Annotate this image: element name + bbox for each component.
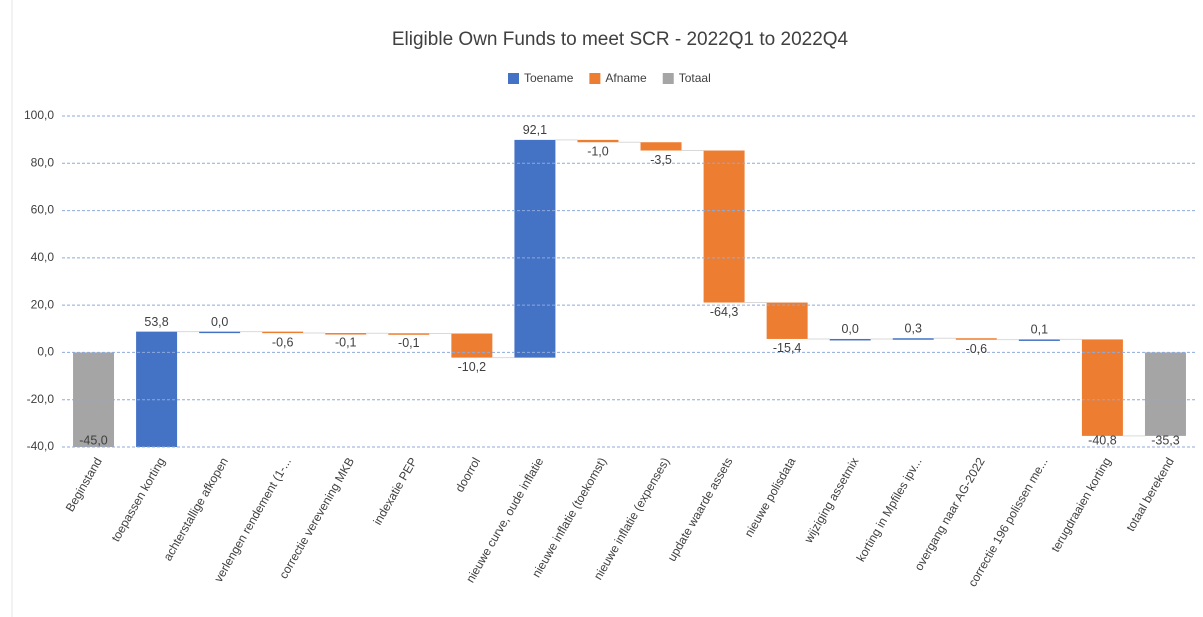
x-tick-label: doorrol <box>452 455 483 494</box>
data-label: 0,3 <box>905 322 922 336</box>
y-tick-label: 0,0 <box>37 345 54 359</box>
bar <box>703 150 745 303</box>
bar <box>262 331 304 334</box>
legend-swatch <box>589 73 601 84</box>
x-tick-label: indexatie PEP <box>370 455 420 527</box>
y-tick-label: 100,0 <box>24 108 54 122</box>
bar <box>136 331 178 447</box>
bar <box>955 338 997 340</box>
data-label: -1,0 <box>587 145 609 159</box>
y-tick-label: -20,0 <box>27 392 55 406</box>
legend-swatch <box>662 73 674 84</box>
data-label: -0,1 <box>335 336 357 350</box>
bar <box>388 333 430 335</box>
bar <box>577 139 619 143</box>
legend-label: Toename <box>524 71 574 85</box>
x-tick-label: nieuwe polisdata <box>742 455 799 540</box>
bar <box>514 139 556 358</box>
data-label: -0,6 <box>272 335 294 349</box>
x-tick-label: korting in Mpfiles ipv... <box>854 455 925 564</box>
y-tick-label: 40,0 <box>31 250 55 264</box>
legend-label: Totaal <box>679 71 711 85</box>
bar <box>451 333 493 358</box>
bar <box>640 142 682 151</box>
x-tick-label: achterstallige afkopen <box>160 455 230 563</box>
x-tick-label: toepassen korting <box>108 455 167 544</box>
bar <box>1018 339 1060 341</box>
bar <box>766 302 808 339</box>
data-label: 53,8 <box>144 315 168 329</box>
data-label: 0,0 <box>841 322 858 336</box>
x-tick-label: totaal berekend <box>1123 455 1176 534</box>
data-label: 0,0 <box>211 315 228 329</box>
y-tick-label: 80,0 <box>31 155 55 169</box>
data-label: 0,1 <box>1031 323 1048 337</box>
bar <box>199 331 241 334</box>
chart-title: Eligible Own Funds to meet SCR - 2022Q1 … <box>392 29 849 50</box>
y-tick-label: 20,0 <box>31 297 55 311</box>
x-tick-label: nieuwe inflatie (toekomst) <box>529 455 609 580</box>
x-tick-label: correctie verevening MKB <box>276 455 357 581</box>
data-label: -3,5 <box>650 153 672 167</box>
bar <box>829 338 871 341</box>
data-label: -0,1 <box>398 336 420 350</box>
data-label: -35,3 <box>1151 433 1180 447</box>
x-tick-label: nieuwe inflatie (expenses) <box>591 455 672 582</box>
legend-label: Afname <box>605 71 647 85</box>
x-tick-label: overgang naar AG-2022 <box>911 455 987 573</box>
y-tick-label: -40,0 <box>27 439 55 453</box>
x-tick-label: wijziging assetmix <box>801 455 862 546</box>
data-label: -0,6 <box>966 342 988 356</box>
data-label: -45,0 <box>79 433 108 447</box>
bar <box>325 333 367 335</box>
data-label: 92,1 <box>523 123 547 137</box>
bar <box>892 338 934 340</box>
x-tick-label: update waarde assets <box>665 455 736 564</box>
data-label: -15,4 <box>773 341 802 355</box>
y-tick-label: 60,0 <box>31 203 55 217</box>
plot-area <box>73 139 1186 447</box>
bar <box>1081 339 1123 436</box>
data-label: -40,8 <box>1088 433 1117 447</box>
data-label: -64,3 <box>710 305 739 319</box>
data-label: -10,2 <box>458 360 487 374</box>
bar <box>1144 352 1186 436</box>
legend-swatch <box>508 73 519 84</box>
x-tick-label: terugdraaien korting <box>1048 455 1113 554</box>
x-tick-label: Beginstand <box>63 455 105 514</box>
